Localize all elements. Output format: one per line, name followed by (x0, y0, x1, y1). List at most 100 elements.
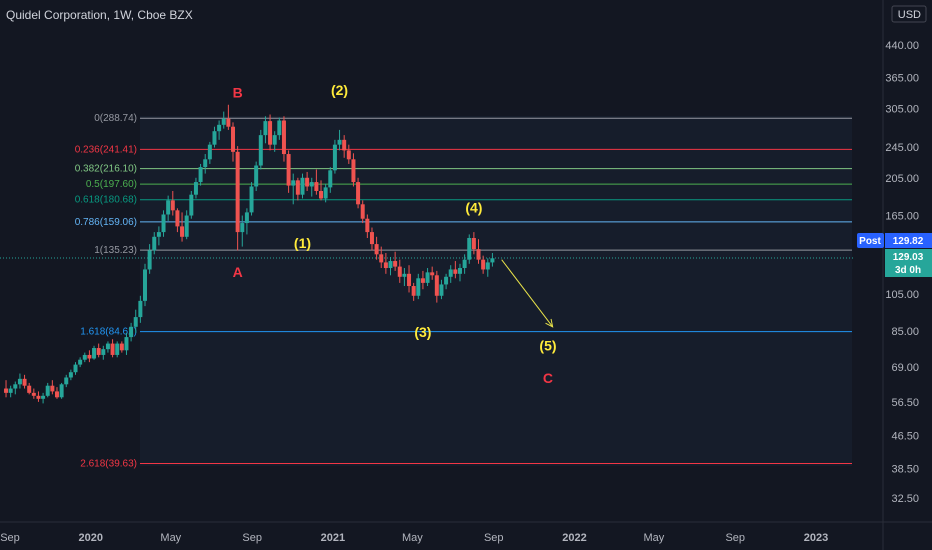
candle-body (59, 384, 64, 398)
candle-body (217, 124, 222, 132)
candle (8, 385, 13, 398)
candle-body (129, 326, 134, 338)
candle (244, 208, 249, 235)
candle-body (138, 300, 143, 318)
projection-arrow-line (501, 259, 554, 328)
price-axis[interactable]: 440.00 365.00 305.00 245.00 205.00 165.00 105.… (885, 40, 919, 505)
last-price-tag: 129.03 3d 0h (885, 249, 932, 277)
time-tick-label: Sep (484, 532, 504, 544)
annotations: B (2) A (1) (4) (3) (5) C (233, 82, 557, 386)
candle-body (41, 395, 46, 399)
candle-body (249, 186, 254, 213)
candle (374, 236, 379, 260)
candle-body (184, 215, 189, 237)
candle (170, 190, 175, 216)
candle-body (490, 258, 495, 263)
candle-body (374, 244, 379, 255)
price-tick-label: 56.50 (891, 397, 919, 409)
fib-level-label: 2.618(39.63) (80, 459, 137, 470)
post-price-tag: Post 129.82 (857, 233, 932, 248)
candle (444, 273, 449, 290)
candle (365, 214, 370, 238)
candle (430, 266, 435, 280)
candle (254, 161, 259, 191)
price-tick-label: 245.00 (885, 142, 919, 154)
candle (309, 177, 314, 197)
candle (180, 212, 185, 242)
time-tick-label: 2021 (321, 532, 345, 544)
candle-body (369, 232, 374, 245)
candle (277, 117, 282, 140)
chart-title: Quidel Corporation, 1W, Cboe BZX (6, 8, 193, 22)
candle-body (434, 275, 439, 296)
candle (481, 255, 486, 274)
wave-label: (3) (414, 324, 431, 340)
candle-body (13, 384, 18, 389)
fib-level-label: 0.5(197.60) (86, 179, 137, 190)
time-tick-label: Sep (0, 532, 20, 544)
candle-body (291, 180, 296, 186)
candle-body (147, 250, 152, 270)
candle-body (407, 273, 412, 287)
candle-body (235, 151, 240, 233)
candle-body (453, 269, 458, 274)
candle-body (314, 182, 319, 191)
candle (462, 254, 467, 274)
candle-body (189, 194, 194, 216)
candle (272, 131, 277, 152)
candle (119, 341, 124, 353)
candle (184, 210, 189, 240)
candle (152, 232, 157, 255)
candle-body (476, 249, 481, 260)
candle-body (92, 348, 97, 359)
candle-body (27, 385, 32, 393)
fib-level-label: 0.236(241.41) (75, 144, 137, 155)
candle-body (471, 237, 476, 250)
candle (138, 295, 143, 323)
candle-body (300, 177, 305, 195)
candle (467, 234, 472, 264)
candle-body (152, 236, 157, 251)
candle-body (119, 343, 124, 351)
candle-body (221, 118, 226, 125)
candle (161, 210, 166, 237)
candle (425, 268, 430, 287)
candle-body (198, 167, 203, 183)
candle-body (467, 237, 472, 260)
candle (439, 279, 444, 300)
candle (217, 120, 222, 140)
candle (332, 139, 337, 174)
time-tick-label: May (402, 532, 423, 544)
candle (64, 374, 69, 388)
candle-body (240, 223, 245, 233)
candle (59, 382, 64, 399)
candlestick-series (4, 104, 495, 404)
candle-body (268, 121, 273, 145)
bar-countdown: 3d 0h (895, 265, 921, 276)
last-price-box (885, 249, 932, 277)
candle-body (133, 317, 138, 327)
candle-body (485, 262, 490, 270)
candle (221, 111, 226, 129)
candle-body (420, 278, 425, 283)
candle-body (73, 364, 78, 373)
candle-body (244, 212, 249, 224)
candle (36, 391, 41, 402)
candle (319, 180, 324, 201)
currency-button[interactable]: USD (891, 5, 927, 23)
candle-body (45, 385, 50, 396)
candle-body (212, 131, 217, 145)
wave-label: (2) (331, 82, 348, 98)
fib-level-label: 0(288.74) (94, 113, 137, 124)
candle (346, 144, 351, 164)
candle (22, 374, 27, 389)
candle (485, 258, 490, 277)
candle-body (142, 269, 147, 301)
candle (31, 388, 36, 399)
candle-body (328, 170, 333, 188)
candle (286, 150, 291, 193)
time-axis[interactable]: Sep 2020 May Sep 2021 May Sep 2022 May Sep 2023 (0, 532, 828, 544)
candle-body (231, 126, 236, 152)
candle-body (457, 268, 462, 274)
